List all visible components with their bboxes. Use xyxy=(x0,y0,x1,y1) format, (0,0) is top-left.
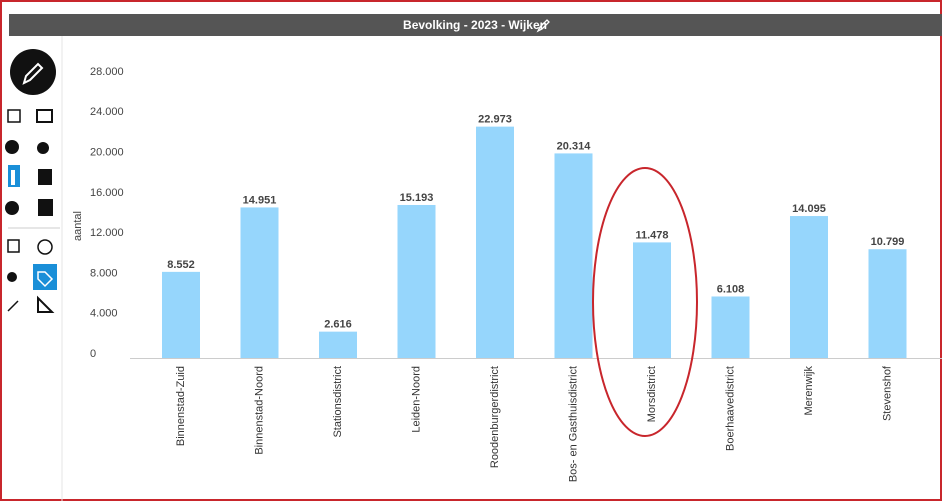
plot: 0 4.000 8.000 12.000 16.000 20.000 24.000 28.00… xyxy=(90,66,907,482)
x-tick-label: Binnenstad-Noord xyxy=(253,366,265,455)
bar-glyph xyxy=(11,170,15,185)
value-label: 20.314 xyxy=(557,140,592,152)
y-axis-label: aantal xyxy=(72,211,84,241)
pie-icon[interactable] xyxy=(5,201,19,215)
value-label: 8.552 xyxy=(167,259,195,271)
bar xyxy=(790,216,828,358)
axis-icon[interactable] xyxy=(37,295,55,313)
palette-icon[interactable] xyxy=(37,239,53,255)
treemap-icon[interactable] xyxy=(38,199,53,216)
value-label: 15.193 xyxy=(400,192,434,204)
x-tick-label: Stevenshof xyxy=(881,365,893,421)
x-tick-label: Boerhaavedistrict xyxy=(724,366,736,451)
edit-button[interactable] xyxy=(10,49,56,95)
value-label: 22.973 xyxy=(478,114,512,126)
bar xyxy=(476,126,514,358)
y-tick-label: 8.000 xyxy=(90,267,118,279)
bar xyxy=(633,242,671,358)
y-tick-label: 16.000 xyxy=(90,187,124,199)
edit-title-icon[interactable] xyxy=(536,19,550,33)
x-tick-label: Merenwijk xyxy=(803,366,815,416)
line-icon[interactable] xyxy=(7,300,19,312)
y-tick-label: 0 xyxy=(90,348,96,360)
table-icon[interactable] xyxy=(36,109,53,123)
bar xyxy=(554,153,593,358)
y-tick-label: 20.000 xyxy=(90,146,124,158)
value-label: 10.799 xyxy=(871,236,905,248)
value-label: 2.616 xyxy=(324,319,352,331)
bar xyxy=(319,331,357,358)
pencil-icon xyxy=(22,62,44,85)
y-tick-label: 24.000 xyxy=(90,106,124,118)
bar xyxy=(711,296,750,358)
x-tick-label: Binnenstad-Zuid xyxy=(175,366,187,446)
x-tick-label: Stationsdistrict xyxy=(332,366,344,438)
tag-glyph xyxy=(37,271,54,288)
x-tick-label: Leiden-Noord xyxy=(410,366,422,433)
dot-chart-icon[interactable] xyxy=(38,169,52,185)
y-tick-label: 12.000 xyxy=(90,227,124,239)
value-label: 6.108 xyxy=(717,283,745,295)
bar xyxy=(868,249,907,358)
bar xyxy=(162,271,200,358)
y-tick-label: 4.000 xyxy=(90,308,118,320)
value-label: 14.951 xyxy=(243,194,277,206)
highlight-ellipse xyxy=(592,167,698,437)
x-tick-label: Morsdistrict xyxy=(646,366,658,422)
title-bar xyxy=(9,14,942,36)
value-label: 14.095 xyxy=(792,203,826,215)
table-icon[interactable] xyxy=(7,109,21,123)
settings-icon[interactable] xyxy=(7,272,17,282)
x-tick-label: Roodenburgerdistrict xyxy=(489,366,501,468)
chart-title: Bevolking - 2023 - Wijken xyxy=(403,18,547,32)
map-icon[interactable] xyxy=(5,140,19,154)
y-tick-label: 28.000 xyxy=(90,66,124,78)
bar xyxy=(240,207,279,358)
x-tick-label: Bos- en Gasthuisdistrict xyxy=(567,366,579,482)
toolbar xyxy=(5,49,60,313)
bar xyxy=(397,204,436,358)
map-icon[interactable] xyxy=(37,142,49,154)
value-label: 11.478 xyxy=(635,229,668,241)
picture-icon[interactable] xyxy=(7,239,20,253)
